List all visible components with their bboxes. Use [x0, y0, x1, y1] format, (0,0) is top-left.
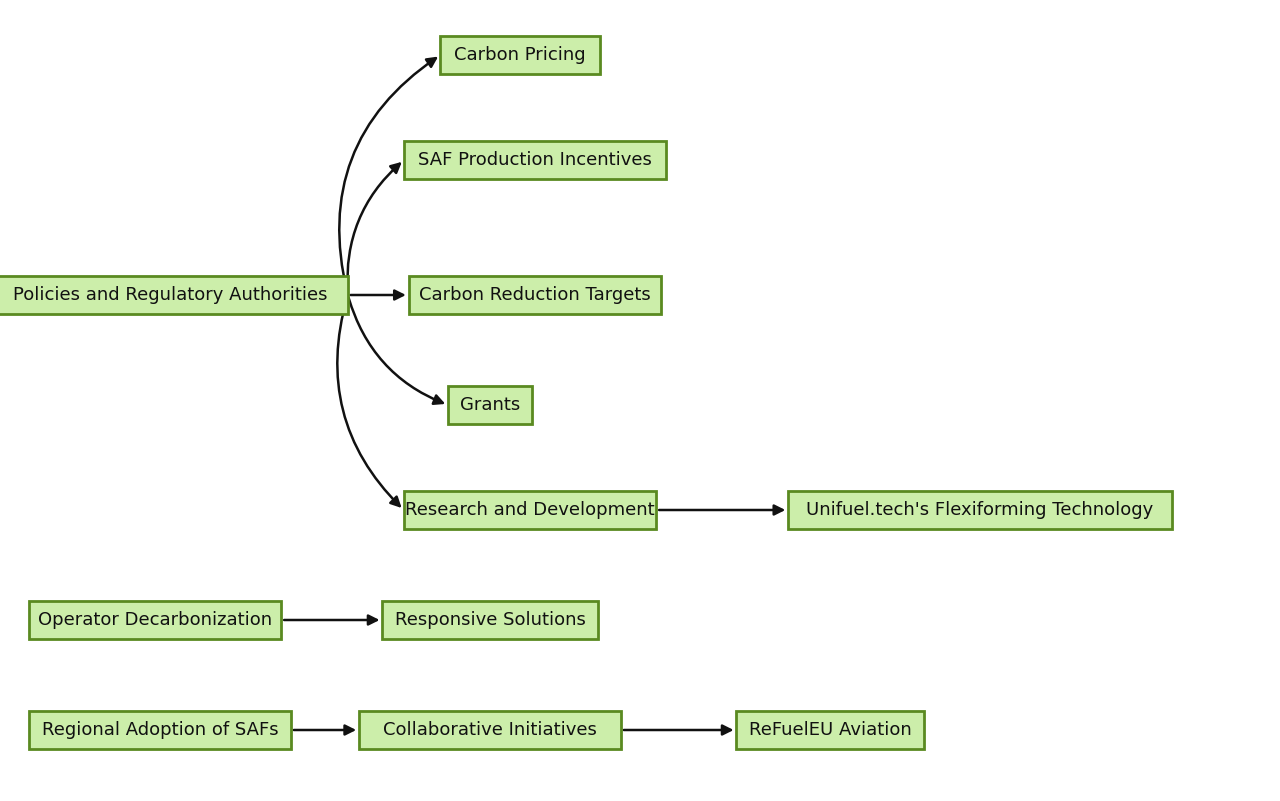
FancyBboxPatch shape — [28, 601, 282, 639]
Text: Carbon Pricing: Carbon Pricing — [454, 46, 586, 64]
FancyBboxPatch shape — [29, 711, 291, 749]
FancyBboxPatch shape — [736, 711, 924, 749]
Text: Research and Development: Research and Development — [406, 501, 655, 519]
Text: SAF Production Incentives: SAF Production Incentives — [419, 151, 652, 169]
FancyBboxPatch shape — [404, 141, 666, 179]
Text: Policies and Regulatory Authorities: Policies and Regulatory Authorities — [13, 286, 328, 304]
FancyBboxPatch shape — [448, 386, 532, 424]
Text: Regional Adoption of SAFs: Regional Adoption of SAFs — [42, 721, 278, 739]
FancyBboxPatch shape — [788, 491, 1172, 529]
Text: Responsive Solutions: Responsive Solutions — [394, 611, 585, 629]
FancyBboxPatch shape — [403, 491, 657, 529]
FancyBboxPatch shape — [408, 276, 662, 314]
FancyBboxPatch shape — [440, 36, 599, 74]
Text: Carbon Reduction Targets: Carbon Reduction Targets — [419, 286, 650, 304]
Text: ReFuelEU Aviation: ReFuelEU Aviation — [749, 721, 911, 739]
Text: Grants: Grants — [460, 396, 520, 414]
FancyBboxPatch shape — [383, 601, 598, 639]
Text: Unifuel.tech's Flexiforming Technology: Unifuel.tech's Flexiforming Technology — [806, 501, 1153, 519]
FancyBboxPatch shape — [358, 711, 621, 749]
Text: Collaborative Initiatives: Collaborative Initiatives — [383, 721, 596, 739]
FancyBboxPatch shape — [0, 276, 348, 314]
Text: Operator Decarbonization: Operator Decarbonization — [38, 611, 273, 629]
